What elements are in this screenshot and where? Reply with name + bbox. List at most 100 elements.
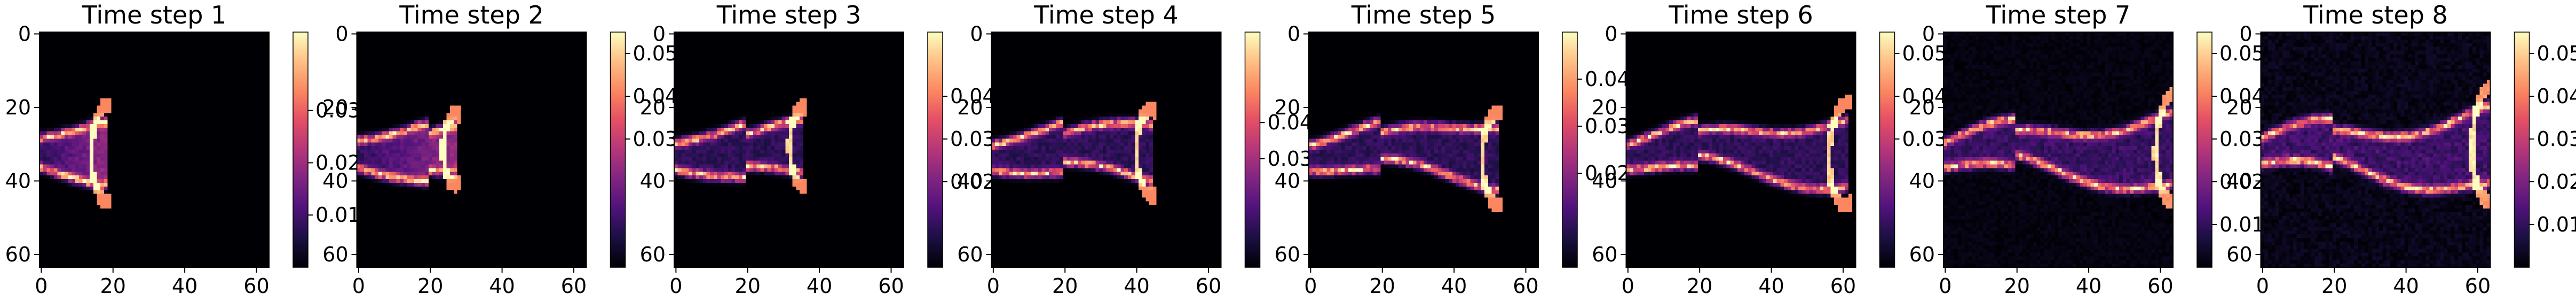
colorbar-tick-label: 0.04 — [950, 84, 995, 108]
x-tick-label: 0 — [2256, 274, 2269, 298]
colorbar-tick-label: 0.01 — [2537, 213, 2576, 236]
y-tick-label: 0 — [1287, 22, 1300, 45]
y-tick-label: 0 — [18, 22, 31, 45]
y-tick-label: 60 — [1592, 243, 1617, 266]
colorbar-tick-label: 0.04 — [1268, 111, 1313, 134]
x-tick-label: 20 — [735, 274, 761, 298]
x-tick-label: 0 — [1622, 274, 1634, 298]
y-tick-label: 20 — [1275, 96, 1300, 119]
heatmap-image — [1626, 32, 1856, 267]
x-tick-label: 20 — [1687, 274, 1712, 298]
y-tick-label: 40 — [957, 169, 983, 192]
y-tick-label: 0 — [1922, 22, 1935, 45]
y-tick-label: 0 — [335, 22, 348, 45]
y-tick-label: 40 — [2226, 169, 2252, 192]
x-tick-label: 20 — [2004, 274, 2030, 298]
x-tick-label: 60 — [1513, 274, 1538, 298]
x-tick-label: 0 — [987, 274, 1000, 298]
x-tick-label: 40 — [1441, 274, 1467, 298]
y-tick-label: 60 — [957, 243, 983, 266]
x-tick-label: 40 — [489, 274, 515, 298]
y-tick-label: 20 — [1909, 96, 1935, 119]
colorbar — [293, 32, 309, 268]
panel-title: Time step 6 — [1668, 1, 1813, 29]
colorbar-tick-label: 0.03 — [2537, 127, 2576, 151]
colorbar-tick-label: 0.04 — [1585, 67, 1630, 91]
y-tick-label: 40 — [1592, 169, 1617, 192]
x-tick-label: 60 — [243, 274, 269, 298]
x-tick-label: 20 — [2321, 274, 2347, 298]
panel-title: Time step 2 — [399, 1, 544, 29]
colorbar-tick-label: 0.03 — [2219, 127, 2265, 151]
y-tick-label: 0 — [653, 22, 666, 45]
colorbar-tick-label: 0.04 — [633, 84, 678, 108]
axes-frame — [991, 32, 1222, 268]
axes-frame — [1625, 32, 1856, 268]
heatmap-image — [1309, 32, 1538, 267]
colorbar-tick-label: 0.01 — [2219, 213, 2265, 236]
x-tick-label: 20 — [1052, 274, 1078, 298]
x-tick-label: 20 — [417, 274, 443, 298]
heatmap-image — [357, 32, 587, 267]
panel-title: Time step 4 — [1033, 1, 1179, 29]
y-tick-label: 0 — [2239, 22, 2252, 45]
x-tick-label: 0 — [352, 274, 365, 298]
panel-title: Time step 3 — [716, 1, 862, 29]
colorbar — [927, 32, 943, 268]
y-tick-label: 60 — [5, 243, 31, 266]
colorbar-tick-label: 0.02 — [950, 170, 995, 194]
y-tick-label: 40 — [1275, 169, 1300, 192]
y-tick-label: 40 — [5, 169, 31, 192]
heatmap-image — [991, 32, 1221, 267]
panel-8: Time step 80 20 40 6002040600.010.020.030.0… — [2226, 1, 2576, 298]
x-tick-label: 0 — [1304, 274, 1317, 298]
axes-frame — [1943, 32, 2174, 268]
colorbar — [610, 32, 626, 268]
y-tick-label: 40 — [1909, 169, 1935, 192]
axes-frame — [1308, 32, 1539, 268]
colorbar-tick-label: 0.03 — [633, 127, 678, 151]
colorbar-tick-label: 0.03 — [950, 127, 995, 151]
y-tick-label: 20 — [957, 96, 983, 119]
colorbar-tick-label: 0.05 — [2219, 42, 2265, 65]
panel-title: Time step 1 — [82, 1, 227, 29]
colorbar-tick-label: 0.04 — [1902, 84, 1948, 108]
x-tick-label: 60 — [2147, 274, 2173, 298]
x-tick-label: 0 — [35, 274, 48, 298]
axes-frame — [39, 32, 270, 268]
y-tick-label: 40 — [640, 169, 666, 192]
x-tick-label: 60 — [1196, 274, 1221, 298]
colorbar-tick-label: 0.05 — [2537, 42, 2576, 65]
x-tick-label: 60 — [2465, 274, 2491, 298]
colorbar — [2196, 32, 2212, 268]
y-tick-label: 60 — [1909, 243, 1935, 266]
colorbar-tick-label: 0.05 — [1902, 42, 1948, 65]
x-tick-label: 0 — [1939, 274, 1951, 298]
colorbar-tick-label: 0.03 — [1902, 127, 1948, 151]
x-tick-label: 40 — [807, 274, 832, 298]
y-tick-label: 60 — [322, 243, 348, 266]
colorbar-tick-label: 0.03 — [1585, 114, 1630, 138]
colorbar-tick-label: 0.02 — [2537, 170, 2576, 194]
x-tick-label: 20 — [100, 274, 126, 298]
y-tick-label: 60 — [640, 243, 666, 266]
x-tick-label: 60 — [878, 274, 904, 298]
colorbar-tick-label: 0.02 — [2219, 170, 2265, 194]
panel-title: Time step 5 — [1351, 1, 1496, 29]
y-tick-label: 20 — [5, 96, 31, 119]
colorbar-tick-label: 0.04 — [2537, 84, 2576, 108]
panel-7: Time step 70 20 40 6002040600.010.020.030.0… — [1909, 1, 2265, 298]
panel-title: Time step 7 — [1986, 1, 2131, 29]
x-tick-label: 40 — [1758, 274, 1784, 298]
x-tick-label: 40 — [2393, 274, 2419, 298]
axes-frame — [674, 32, 904, 268]
y-tick-label: 20 — [1592, 96, 1617, 119]
colorbar-tick-label: 0.02 — [315, 151, 361, 174]
y-tick-label: 60 — [1275, 243, 1300, 266]
y-tick-label: 40 — [322, 169, 348, 192]
